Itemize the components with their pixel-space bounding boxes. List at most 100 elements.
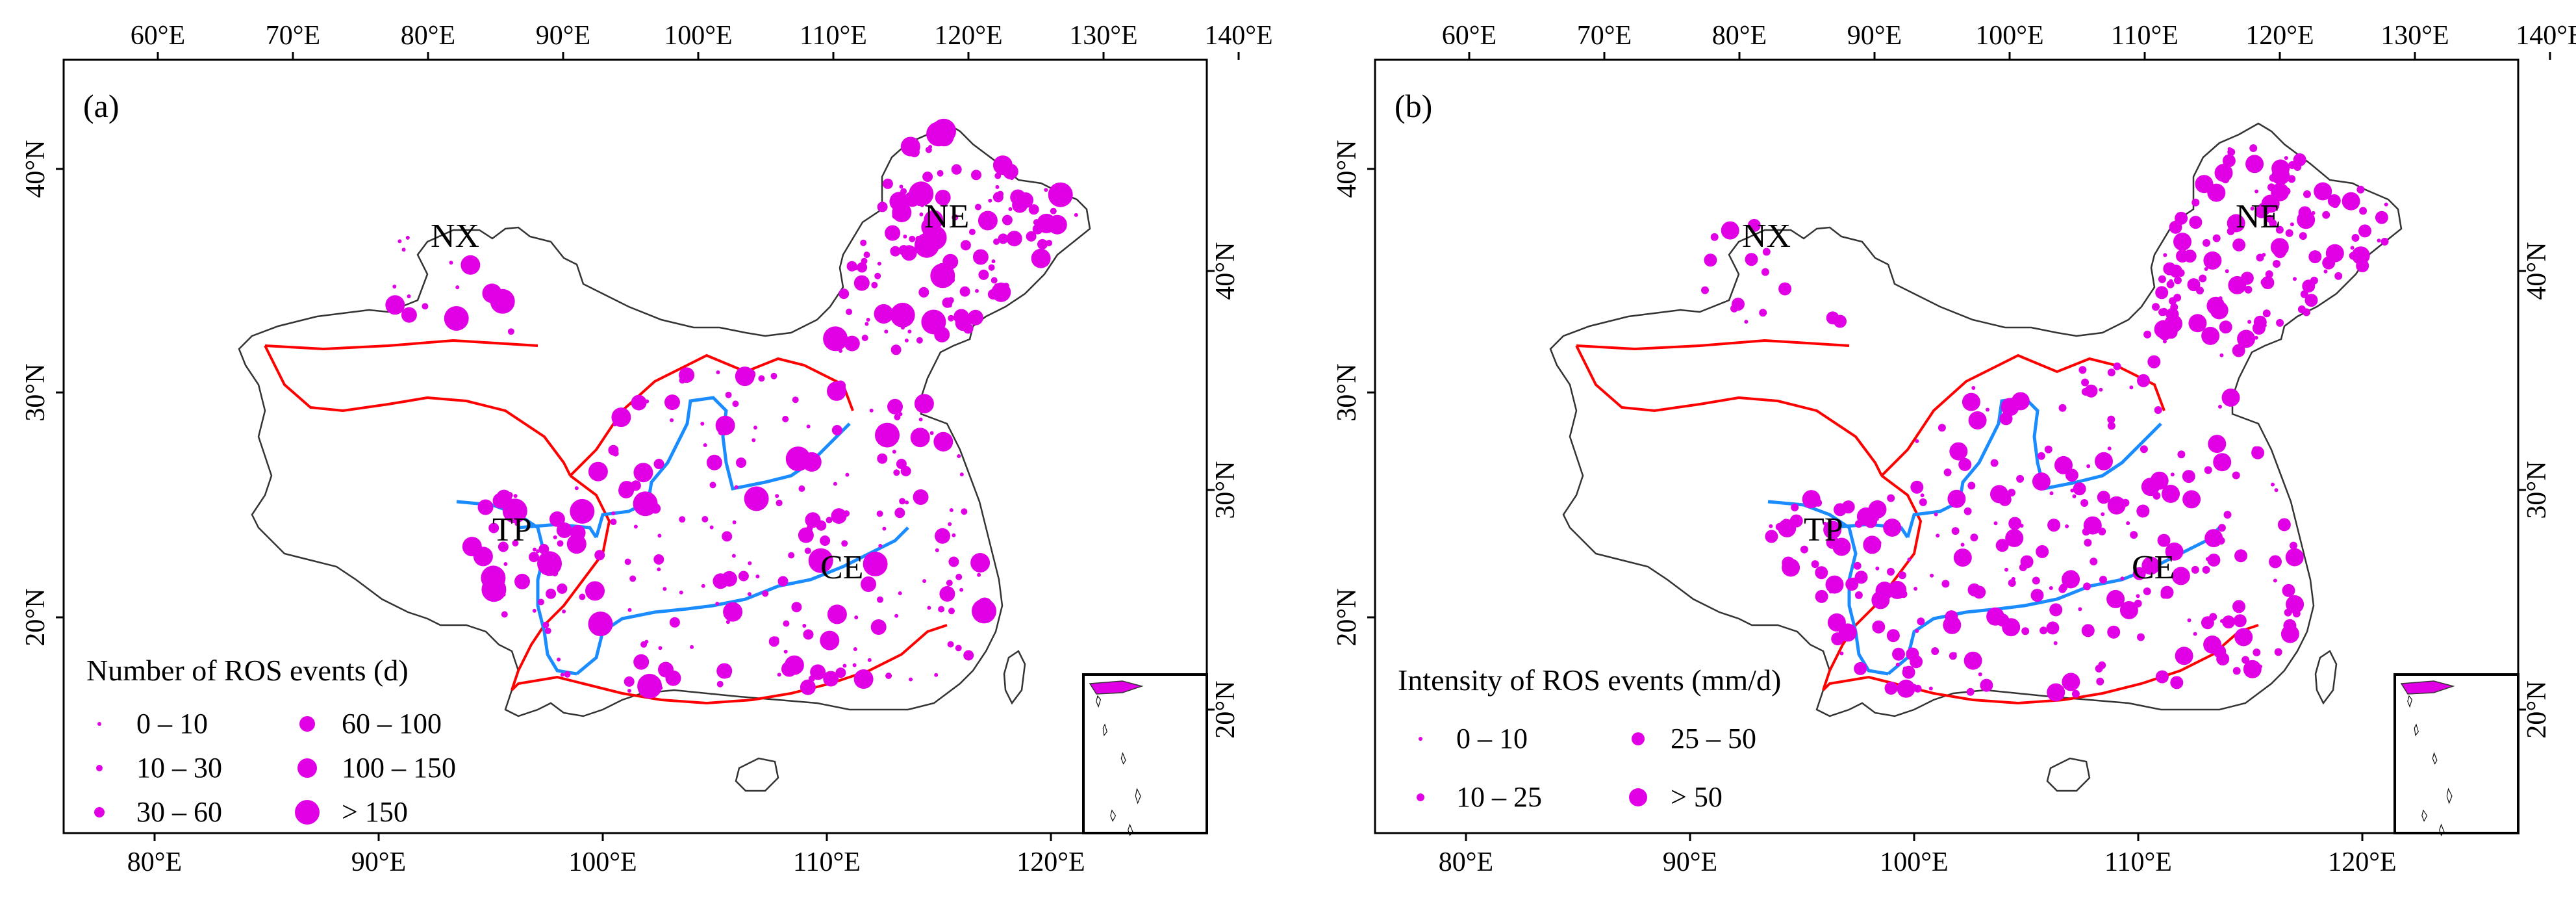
station-dot <box>744 486 769 511</box>
station-dot <box>1883 519 1902 537</box>
station-dot <box>1028 204 1039 215</box>
station-dot <box>781 661 797 677</box>
station-dot <box>2070 488 2075 493</box>
legend-title-a: Number of ROS events (d) <box>86 654 409 687</box>
station-dot <box>2203 251 2222 270</box>
station-dot <box>798 527 814 543</box>
station-dot <box>913 489 929 505</box>
station-dot <box>2171 567 2190 585</box>
station-dot <box>877 453 888 464</box>
station-dot <box>513 517 518 522</box>
station-dot <box>562 610 566 613</box>
station-dot <box>701 516 709 522</box>
station-dot <box>2126 521 2130 526</box>
station-dot <box>755 574 760 579</box>
station-dot <box>988 198 992 203</box>
station-dot <box>1899 590 1908 598</box>
right-lat-label: 20°N <box>1211 680 1241 738</box>
station-dot <box>1902 665 1915 679</box>
station-dot <box>823 326 848 352</box>
station-dot <box>726 620 730 624</box>
station-dot <box>2303 308 2310 316</box>
station-dot <box>890 344 902 355</box>
top-lon-label: 60°E <box>131 21 185 51</box>
station-dot <box>2225 269 2229 274</box>
station-dot <box>844 335 860 352</box>
station-dot <box>783 620 790 627</box>
station-dot <box>803 629 814 640</box>
station-dot <box>890 246 901 257</box>
station-dot <box>1931 647 1939 655</box>
station-dot <box>492 493 509 509</box>
legend-symbol <box>94 807 105 817</box>
station-dot <box>2288 175 2296 183</box>
station-dot <box>2019 524 2024 528</box>
station-dot <box>1919 498 1927 506</box>
station-dot <box>800 679 816 695</box>
station-dot <box>2036 545 2049 558</box>
station-dot <box>703 443 707 447</box>
station-dot <box>2351 234 2360 242</box>
station-dot <box>2375 211 2388 224</box>
station-dot <box>461 255 481 275</box>
station-dot <box>2222 154 2236 168</box>
station-dot <box>2053 641 2058 645</box>
station-dot <box>1012 190 1017 195</box>
station-dot <box>935 212 939 217</box>
station-dot <box>2269 219 2277 227</box>
station-dot <box>852 663 857 667</box>
station-dot <box>731 554 736 558</box>
station-dot <box>718 428 725 435</box>
station-dots-b <box>1701 144 2389 702</box>
station-dot <box>772 636 779 643</box>
station-dot <box>2262 309 2271 318</box>
station-dot <box>959 472 964 477</box>
station-dot <box>994 172 1002 179</box>
station-dot <box>2175 647 2193 665</box>
station-dot <box>870 619 887 635</box>
station-dot <box>2177 450 2186 459</box>
left-lat-label: 30°N <box>21 363 51 421</box>
station-dot <box>611 511 616 515</box>
station-dot <box>810 664 826 680</box>
station-dot <box>1814 498 1823 507</box>
station-dot <box>898 412 903 417</box>
station-dot <box>2253 649 2261 656</box>
station-dot <box>1823 521 1827 526</box>
station-dot <box>1823 521 1842 539</box>
station-dot <box>887 398 903 415</box>
station-dot <box>2158 327 2172 341</box>
station-dot <box>644 639 649 644</box>
legend-title-b: Intensity of ROS events (mm/d) <box>1398 663 1781 697</box>
station-dot <box>747 592 751 597</box>
station-dot <box>935 548 939 552</box>
station-dot <box>1871 591 1890 610</box>
station-dot <box>1949 442 1968 461</box>
station-dot <box>2129 385 2134 390</box>
axis-ticks: 60°E 70°E 80°E 90°E 100°E 110°E 120°E 130°E 140°… <box>21 21 2576 877</box>
station-dot <box>2193 632 2197 636</box>
station-dot <box>898 316 909 328</box>
station-dot <box>2232 344 2245 357</box>
station-dot <box>1886 629 1900 643</box>
station-dot <box>831 425 842 435</box>
legend-item-b-0: 0 – 10 <box>1456 723 1528 754</box>
station-dot <box>1839 651 1844 656</box>
region-label-tp-a: TP <box>492 511 532 548</box>
station-dot <box>2160 307 2168 316</box>
station-dot <box>827 604 847 624</box>
station-dot <box>2191 565 2199 574</box>
station-dot <box>2276 318 2284 327</box>
station-dot <box>1990 485 2008 504</box>
station-dot <box>2119 601 2138 619</box>
legend-a: Number of ROS events (d) 0 – 10 10 – 30 … <box>86 654 456 828</box>
station-dot <box>545 564 552 571</box>
station-dot <box>2283 619 2297 632</box>
station-dot <box>1898 571 1906 580</box>
station-dot <box>857 262 868 273</box>
station-dot <box>514 522 519 526</box>
top-lon-label: 110°E <box>800 21 867 51</box>
station-dot <box>1018 192 1033 208</box>
station-dot <box>541 545 546 549</box>
